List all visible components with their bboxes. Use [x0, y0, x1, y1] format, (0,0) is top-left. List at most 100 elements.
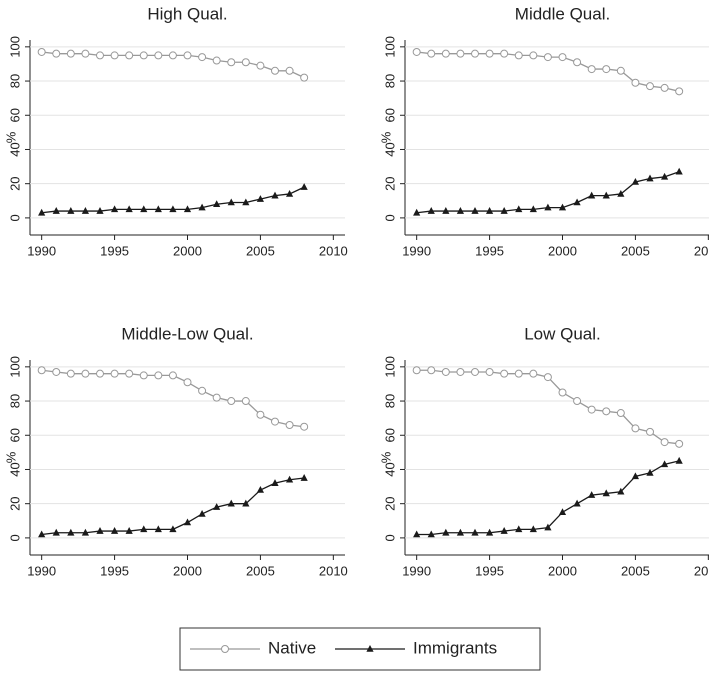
- panel-title: High Qual.: [147, 4, 227, 23]
- point: [96, 369, 104, 378]
- y-tick-label: 0: [382, 214, 397, 221]
- point: [125, 51, 134, 60]
- x-tick-label: 1995: [100, 563, 129, 578]
- y-tick-label: 40: [7, 142, 22, 156]
- point: [602, 65, 611, 74]
- point: [500, 49, 509, 58]
- point: [198, 509, 206, 517]
- point: [456, 49, 465, 58]
- point: [529, 51, 538, 60]
- point: [413, 208, 421, 216]
- point: [154, 525, 162, 533]
- point: [573, 397, 582, 406]
- point: [529, 369, 538, 378]
- point: [52, 49, 61, 58]
- y-tick-label: 80: [7, 394, 22, 408]
- point: [285, 189, 294, 197]
- point: [110, 51, 119, 60]
- point: [81, 528, 90, 536]
- y-tick-label: 0: [382, 534, 397, 541]
- point: [616, 409, 625, 418]
- point: [515, 205, 523, 213]
- x-tick-label: 2000: [173, 243, 202, 258]
- y-tick-label: 100: [7, 36, 22, 58]
- y-tick-label: 60: [382, 428, 397, 442]
- y-axis-label: %: [3, 131, 18, 143]
- point: [38, 530, 46, 538]
- x-tick-label: 2000: [548, 563, 577, 578]
- point: [198, 203, 206, 211]
- point: [631, 472, 640, 480]
- point: [37, 47, 46, 56]
- point: [617, 189, 625, 197]
- point: [169, 205, 177, 213]
- point: [456, 528, 465, 536]
- point: [471, 49, 479, 58]
- point: [241, 397, 250, 406]
- x-tick-label: 1990: [27, 563, 56, 578]
- point: [242, 499, 250, 507]
- point: [154, 371, 163, 380]
- point: [154, 205, 162, 213]
- point: [256, 410, 265, 419]
- point: [617, 487, 625, 495]
- point: [227, 397, 236, 406]
- point: [558, 508, 567, 516]
- x-tick-label: 2005: [246, 563, 275, 578]
- point: [514, 369, 523, 378]
- point: [139, 371, 148, 380]
- series-line: [416, 460, 680, 536]
- panel-title: Middle-Low Qual.: [121, 324, 253, 343]
- point: [37, 366, 46, 375]
- point: [441, 367, 450, 376]
- legend-box: [179, 627, 541, 671]
- x-tick-label: 1995: [100, 243, 129, 258]
- point: [602, 489, 610, 497]
- point: [140, 205, 148, 213]
- x-tick-label: 2000: [173, 563, 202, 578]
- y-tick-label: 100: [382, 356, 397, 378]
- y-tick-label: 20: [7, 496, 22, 510]
- y-tick-label: 40: [7, 462, 22, 476]
- legend-marker: [366, 645, 374, 652]
- point: [427, 530, 435, 538]
- x-tick-label: 2010: [319, 243, 348, 258]
- point: [110, 205, 119, 213]
- point: [427, 49, 436, 58]
- point: [412, 366, 421, 375]
- point: [168, 51, 177, 60]
- point: [300, 183, 308, 190]
- point: [227, 198, 235, 206]
- point: [588, 491, 596, 498]
- x-tick-label: 2005: [621, 563, 650, 578]
- series-line: [416, 369, 680, 445]
- point: [631, 78, 640, 87]
- point: [587, 65, 596, 74]
- point: [646, 468, 654, 476]
- point: [442, 207, 450, 214]
- point: [588, 191, 596, 199]
- point: [271, 191, 279, 199]
- point: [183, 518, 192, 526]
- point: [544, 203, 552, 211]
- x-tick-label: 2010: [694, 563, 709, 578]
- point: [110, 369, 119, 378]
- point: [485, 207, 494, 214]
- x-tick-label: 1990: [402, 563, 431, 578]
- point: [81, 207, 90, 214]
- point: [81, 49, 90, 58]
- y-tick-label: 40: [382, 462, 397, 476]
- y-tick-label: 80: [382, 394, 397, 408]
- point: [300, 474, 308, 481]
- point: [96, 527, 104, 534]
- point: [646, 174, 654, 182]
- point: [500, 207, 508, 214]
- point: [198, 386, 207, 395]
- point: [300, 422, 309, 431]
- panel: High Qual.% 0 20 40 60 80 100 1990 1995 2000 2005 2…: [3, 4, 347, 258]
- x-tick-label: 2010: [694, 243, 709, 258]
- point: [285, 475, 294, 483]
- point: [96, 207, 104, 214]
- y-tick-label: 80: [7, 74, 22, 88]
